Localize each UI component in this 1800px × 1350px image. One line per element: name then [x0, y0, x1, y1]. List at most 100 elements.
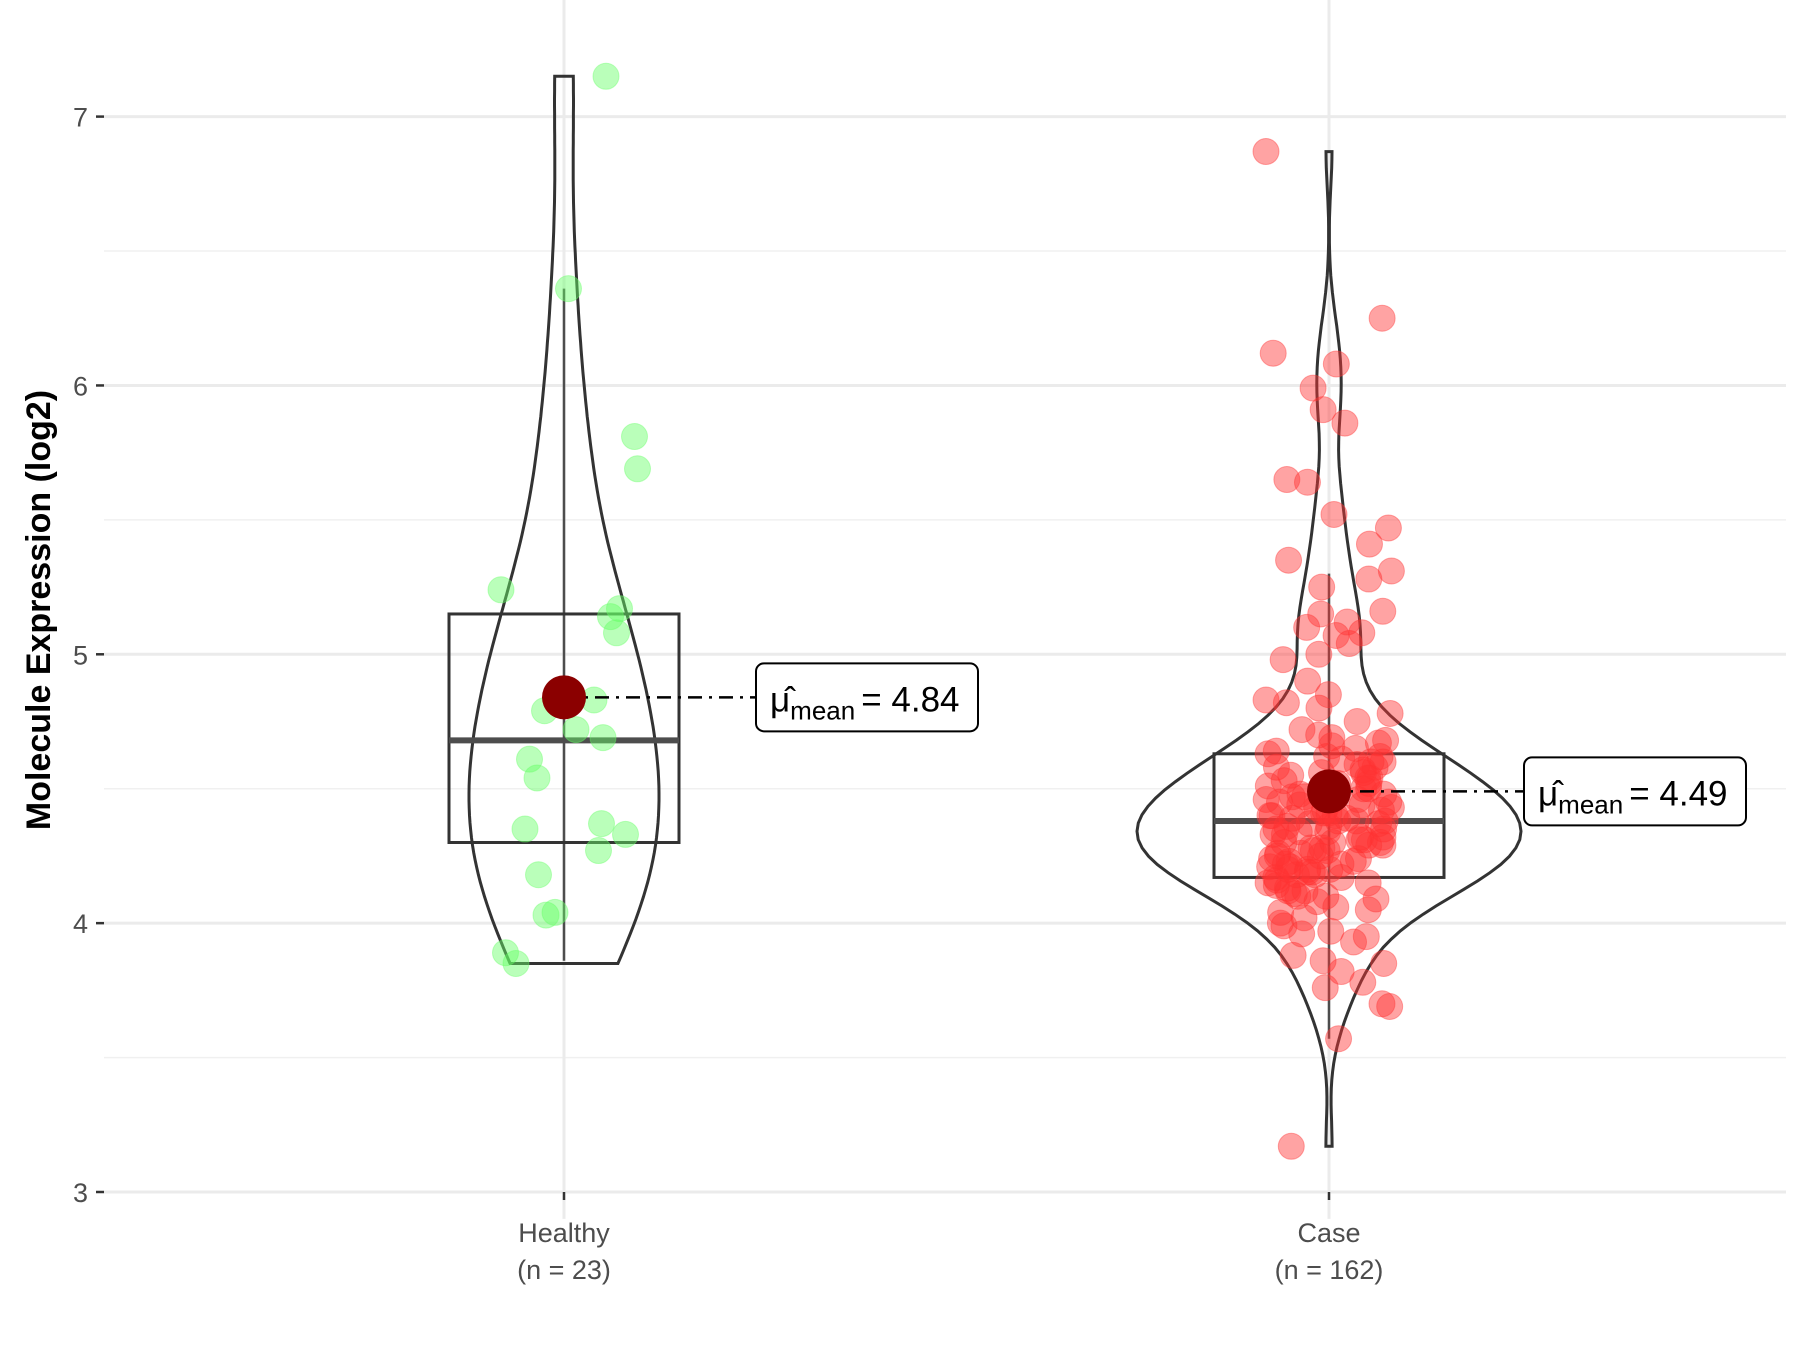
- data-point: [1354, 869, 1382, 897]
- data-point: [1256, 853, 1284, 881]
- data-point: [1272, 689, 1300, 717]
- data-point: [1288, 920, 1316, 948]
- violins: [467, 74, 1523, 1148]
- data-point: [502, 949, 530, 977]
- data-point: [1299, 837, 1327, 865]
- data-point: [1262, 863, 1290, 891]
- data-point: [1343, 708, 1371, 736]
- data-point: [1271, 850, 1299, 878]
- y-tick-label: 3: [73, 1178, 88, 1208]
- data-point: [1313, 742, 1341, 770]
- data-point: [585, 837, 612, 865]
- data-point: [1314, 681, 1342, 709]
- box-iqr: [1212, 752, 1446, 879]
- data-point: [1366, 828, 1394, 856]
- data-point: [1342, 807, 1370, 835]
- data-point: [511, 815, 539, 843]
- data-point: [621, 423, 648, 451]
- data-point: [588, 810, 615, 838]
- data-point: [1274, 877, 1302, 905]
- data-point: [1279, 941, 1307, 969]
- data-point: [1314, 818, 1342, 846]
- data-point: [1266, 909, 1294, 937]
- boxplots: [447, 288, 1446, 1039]
- data-point: [1348, 619, 1376, 647]
- data-point: [1318, 732, 1346, 760]
- data-point: [1308, 573, 1336, 601]
- data-point: [1368, 990, 1396, 1018]
- data-point: [1335, 630, 1363, 658]
- data-point: [1275, 847, 1303, 875]
- data-point: [1254, 740, 1282, 768]
- data-point: [1276, 853, 1304, 881]
- data-point: [1362, 885, 1390, 913]
- data-point: [555, 275, 582, 303]
- data-point: [1284, 882, 1312, 910]
- data-point: [532, 901, 560, 929]
- data-point: [1270, 767, 1298, 795]
- mean-label-box: [1523, 756, 1747, 827]
- data-point: [523, 764, 551, 792]
- data-point: [597, 603, 624, 631]
- data-point: [1263, 866, 1291, 894]
- data-point: [1377, 794, 1405, 822]
- data-point: [1341, 734, 1369, 762]
- data-point: [1343, 751, 1371, 779]
- data-point: [1340, 928, 1368, 956]
- data-point: [1287, 839, 1315, 867]
- data-point: [562, 716, 590, 744]
- y-tick-label: 5: [73, 640, 88, 670]
- data-point: [487, 576, 515, 604]
- data-point: [1369, 831, 1397, 859]
- data-point: [1318, 724, 1346, 752]
- data-point: [1252, 138, 1280, 166]
- data-point: [1354, 896, 1382, 924]
- data-point: [1370, 815, 1398, 843]
- data-point: [1293, 613, 1321, 641]
- data-point: [1349, 756, 1377, 784]
- data-point: [1274, 855, 1302, 883]
- data-point: [1299, 374, 1327, 402]
- y-axis-label: Molecule Expression (log2): [20, 390, 58, 830]
- data-point: [1311, 974, 1339, 1002]
- data-point: [1293, 858, 1321, 886]
- data-point: [1252, 785, 1280, 813]
- x-tick-n-label: (n = 23): [517, 1255, 611, 1285]
- data-point: [1316, 855, 1344, 883]
- data-point: [1259, 820, 1287, 848]
- data-point: [1301, 861, 1329, 889]
- data-point: [1339, 847, 1367, 875]
- data-point: [624, 455, 651, 483]
- data-point: [1350, 759, 1378, 787]
- data-point: [606, 595, 633, 623]
- data-point: [1355, 530, 1383, 558]
- data-point: [1282, 861, 1310, 889]
- y-tick-label: 4: [73, 909, 88, 939]
- data-point: [1327, 958, 1355, 986]
- data-point: [516, 745, 543, 773]
- x-tick-label: Healthy: [518, 1218, 610, 1248]
- mean-value: = 4.49: [1629, 774, 1727, 813]
- data-point: [1313, 837, 1341, 865]
- data-point: [1370, 780, 1398, 808]
- data-point: [1262, 872, 1290, 900]
- data-point: [541, 898, 569, 926]
- data-point: [1376, 992, 1404, 1020]
- data-point: [1349, 968, 1377, 996]
- data-point: [1291, 877, 1319, 905]
- data-point: [1280, 880, 1308, 908]
- data-point: [1331, 409, 1359, 437]
- data-point: [1294, 855, 1322, 883]
- data-point: [1347, 823, 1375, 851]
- data-point: [1297, 834, 1325, 862]
- data-point: [1355, 775, 1383, 803]
- data-point: [1305, 694, 1333, 722]
- x-tick-label: Case: [1297, 1218, 1360, 1248]
- data-point: [1270, 828, 1298, 856]
- data-point: [1270, 820, 1298, 848]
- data-point: [1259, 339, 1287, 367]
- data-point: [1327, 863, 1355, 891]
- violin-healthy: [467, 74, 661, 965]
- data-point: [1258, 802, 1286, 830]
